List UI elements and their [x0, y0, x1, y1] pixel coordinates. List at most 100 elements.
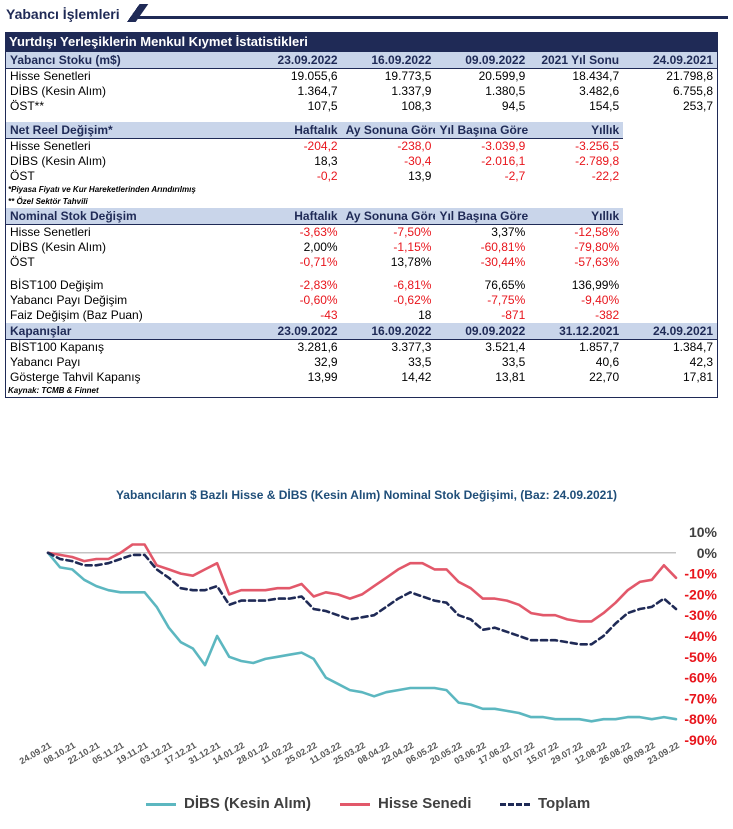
- column-header: Yıl Başına Göre: [435, 122, 530, 139]
- table-cell: -871: [501, 308, 526, 322]
- table-cell: -2,7: [504, 169, 526, 183]
- table-cell: -2,83%: [299, 278, 338, 292]
- table-cell: -30,4: [404, 154, 432, 168]
- table-row: DİBS (Kesin Alım) 1.364,7 1.337,9 1.380,5 3.…: [6, 84, 717, 99]
- series-line-hisse: [46, 543, 678, 623]
- table-cell: 3.521,4: [485, 340, 526, 354]
- table-cell: 3.377,3: [391, 340, 432, 354]
- row-label: DİBS (Kesin Alım): [10, 240, 107, 254]
- table-header-row: Yabancı Stoku (m$) 23.09.2022 16.09.2022 09…: [6, 52, 717, 69]
- y-tick-label: -20%: [684, 586, 717, 602]
- table-title-band: Yurtdışı Yerleşiklerin Menkul Kıymet İst…: [5, 32, 718, 52]
- column-header: Haftalık: [247, 208, 342, 225]
- table-cell: 3.281,6: [297, 340, 338, 354]
- table-cell: 154,5: [589, 99, 620, 113]
- table-header-row: Net Reel Değişim* Haftalık Ay Sonuna Göre Y…: [6, 122, 717, 139]
- table-row: Yabancı Payı Değişim -0,60% -0,62% -7,75% -9…: [6, 293, 717, 308]
- source-note: Kaynak: TCMB & Finnet: [8, 386, 99, 395]
- table-cell: -382: [595, 308, 620, 322]
- table-cell: -3,63%: [299, 225, 338, 239]
- statistics-frame: Yabancı Stoku (m$) 23.09.2022 16.09.2022 09…: [5, 52, 718, 398]
- table-cell: 13,81: [495, 370, 526, 384]
- column-header: Ay Sonuna Göre: [341, 208, 436, 225]
- header-label: Yabancı Stoku (m$): [6, 52, 248, 69]
- table-cell: 19.773,5: [384, 69, 432, 83]
- chart-legend: DİBS (Kesin Alım) Hisse Senedi Toplam: [0, 795, 733, 819]
- column-header: 31.12.2021: [529, 323, 624, 340]
- legend-item-dibs: DİBS (Kesin Alım): [146, 795, 311, 812]
- table-cell: -3.039,9: [481, 139, 526, 153]
- column-header: Yıl Başına Göre: [435, 208, 530, 225]
- legend-item-toplam: Toplam: [500, 795, 590, 812]
- table-cell: -0,60%: [299, 293, 338, 307]
- header-rule: [138, 16, 728, 19]
- table-row: Yabancı Payı 32,9 33,5 33,5 40,6 42,3: [6, 355, 717, 370]
- closings-table: Kapanışlar 23.09.2022 16.09.2022 09.09.2022…: [6, 323, 717, 385]
- table-cell: 17,81: [682, 370, 713, 384]
- column-header: 2021 Yıl Sonu: [529, 52, 624, 69]
- series-line-dibs: [46, 551, 678, 723]
- row-label: ÖST**: [10, 99, 45, 113]
- header-label: Kapanışlar: [6, 323, 248, 340]
- table-cell: -22,2: [591, 169, 620, 183]
- column-header: 09.09.2022: [435, 52, 530, 69]
- page-title: Yabancı İşlemleri: [6, 6, 120, 22]
- table-cell: 107,5: [307, 99, 338, 113]
- series-line-toplam: [46, 551, 678, 646]
- footnote-2: ** Özel Sektör Tahvili: [8, 197, 88, 206]
- table-cell: 18: [418, 308, 432, 322]
- column-header: Ay Sonuna Göre: [341, 122, 436, 139]
- table-cell: -2.016,1: [481, 154, 526, 168]
- y-tick-label: -40%: [684, 628, 717, 644]
- y-tick-label: -10%: [684, 566, 717, 582]
- y-tick-label: 10%: [689, 524, 718, 540]
- legend-label-dibs: DİBS (Kesin Alım): [184, 795, 311, 812]
- table-cell: -0,71%: [299, 255, 338, 269]
- table-cell: 42,3: [689, 355, 713, 369]
- table-cell: -9,40%: [581, 293, 620, 307]
- table-cell: 1.364,7: [297, 84, 338, 98]
- legend-swatch-toplam: [500, 802, 530, 806]
- y-tick-label: -70%: [684, 690, 717, 706]
- legend-item-hisse: Hisse Senedi: [340, 795, 471, 812]
- y-tick-label: -90%: [684, 732, 717, 748]
- legend-label-hisse: Hisse Senedi: [378, 795, 472, 812]
- table-cell: 3.482,6: [579, 84, 620, 98]
- column-header: 09.09.2022: [435, 323, 530, 340]
- table-cell: 21.798,8: [666, 69, 713, 83]
- column-header: Yıllık: [529, 208, 624, 225]
- row-label: ÖST: [10, 169, 35, 183]
- column-header: 23.09.2022: [247, 323, 342, 340]
- table-cell: 1.857,7: [579, 340, 620, 354]
- table-cell: 13,9: [408, 169, 432, 183]
- table-cell: 76,65%: [484, 278, 526, 292]
- net-real-change-table: Net Reel Değişim* Haftalık Ay Sonuna Göre Y…: [6, 122, 717, 184]
- table-cell: -7,75%: [487, 293, 526, 307]
- table-cell: 32,9: [314, 355, 338, 369]
- table-cell: -79,80%: [574, 240, 620, 254]
- column-header: Haftalık: [247, 122, 342, 139]
- header-slant-decoration: [119, 4, 149, 22]
- row-label: Gösterge Tahvil Kapanış: [10, 370, 141, 384]
- table-cell: 40,6: [595, 355, 620, 369]
- line-chart: 10% 0% -10% -20% -30% -40% -50% -60% -70% -80% -90…: [18, 524, 718, 766]
- table-row: BİST100 Kapanış 3.281,6 3.377,3 3.521,4 1.85…: [6, 340, 717, 356]
- table-row: Hisse Senetleri -204,2 -238,0 -3.039,9 -3.25…: [6, 139, 717, 155]
- row-label: Hisse Senetleri: [10, 69, 91, 83]
- stock-table: Yabancı Stoku (m$) 23.09.2022 16.09.2022 09…: [6, 52, 717, 114]
- market-change-table: BİST100 Değişim -2,83% -6,81% 76,65% 136,99%…: [6, 278, 717, 323]
- table-row: DİBS (Kesin Alım) 18,3 -30,4 -2.016,1 -2.789…: [6, 154, 717, 169]
- table-cell: -12,58%: [574, 225, 620, 239]
- table-row: Hisse Senetleri 19.055,6 19.773,5 20.599,9 1…: [6, 69, 717, 85]
- table-cell: -30,44%: [480, 255, 526, 269]
- table-row: ÖST -0,2 13,9 -2,7 -22,2: [6, 169, 717, 184]
- table-cell: 2,00%: [303, 240, 338, 254]
- footnote-1: *Piyasa Fiyatı ve Kur Hareketlerinden Ar…: [8, 185, 196, 194]
- table-cell: 22,70: [589, 370, 620, 384]
- table-header-row: Nominal Stok Değişim Haftalık Ay Sonuna Gö…: [6, 208, 717, 225]
- table-cell: 94,5: [501, 99, 526, 113]
- table-cell: -57,63%: [574, 255, 620, 269]
- header-label: Net Reel Değişim*: [6, 122, 248, 139]
- table-cell: -60,81%: [480, 240, 526, 254]
- y-tick-label: -60%: [684, 670, 717, 686]
